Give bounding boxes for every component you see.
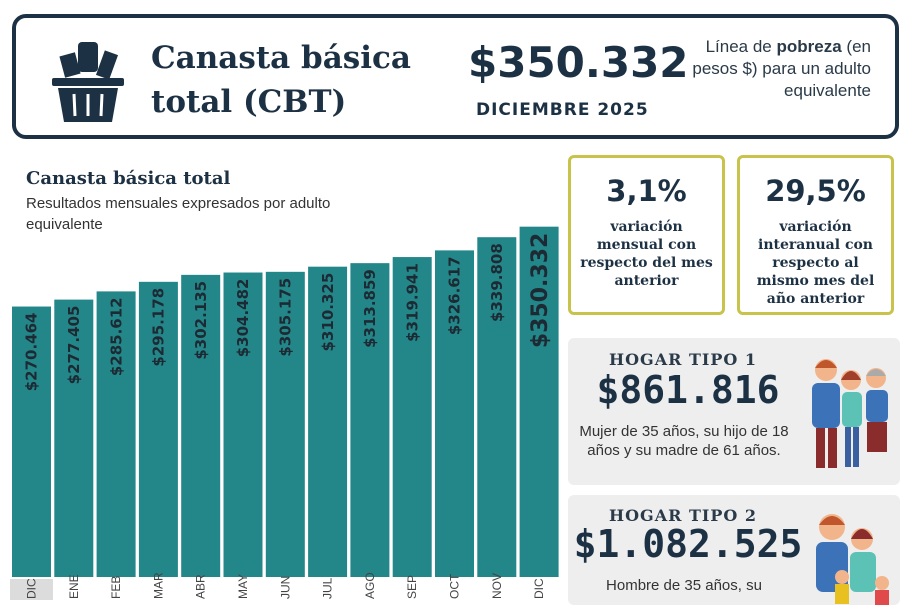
x-tick-label: ENE [67,574,81,599]
x-tick-label: NOV [490,573,504,599]
bar-jul [308,266,348,577]
stat-text: variación mensual con respecto del mes a… [580,219,713,289]
x-tick-label: JUN [278,576,292,599]
stat-monthly: 3,1% variación mensual con respecto del … [568,155,725,315]
x-tick-label: ABR [194,574,208,599]
bar-chart: $270.464 DIC $277.405 ENE $285.612 FEB $295.17… [10,226,559,600]
bar-value-label: $310.325 [319,273,337,352]
bar-value-label: $277.405 [65,306,83,385]
bar-dic [12,306,51,577]
bar-feb [96,291,136,577]
bar-value-label: $350.332 [528,233,553,349]
bar-value-label: $305.175 [277,278,295,357]
family-illustration-icon [816,514,889,605]
x-tick-label: AGO [363,572,377,599]
cbt-date: DICIEMBRE 2025 [476,100,649,120]
bar-value-label: $302.135 [192,281,210,360]
bar-ago [350,263,390,577]
bar-sep [392,257,432,577]
chart-subtitle: Resultados mensuales expresados por adul… [26,195,331,233]
chart-title: Canasta básica total [26,168,231,189]
hogar-label: HOGAR TIPO 2 [608,506,758,525]
hogar-label: HOGAR TIPO 1 [608,350,758,369]
hogar-value: $861.816 [596,368,780,412]
hogar-value: $1.082.525 [573,522,803,566]
hogar-tipo-1: HOGAR TIPO 1 $861.816 Mujer de 35 años, … [568,338,900,485]
hogar-tipo-2: HOGAR TIPO 2 $1.082.525 Hombre de 35 año… [568,495,900,605]
x-tick-label: DIC [532,578,546,599]
bar-value-label: $270.464 [23,313,41,392]
x-tick-label: MAR [151,572,165,599]
x-tick-label: MAY [236,574,250,599]
family-illustration-icon [812,359,888,468]
header-banner: Canasta básica total (CBT) $350.332 DICIE… [12,14,899,139]
bar-ene [54,299,94,577]
bar-value-label: $319.941 [403,263,421,342]
shopping-basket-icon [52,42,124,122]
stat-value: 3,1% [606,174,687,208]
bar-may [223,272,263,577]
bar-oct [435,250,474,577]
bar-abr [181,274,221,577]
cbt-value: $350.332 [468,38,689,87]
bar-jun [265,271,305,577]
x-tick-label: SEP [405,575,419,599]
highlight-bg [10,579,53,600]
bar-value-label: $295.178 [150,288,168,367]
bar-mar [138,281,178,577]
bar-value-label: $313.859 [361,269,379,348]
x-tick-label: JUL [321,577,335,599]
bar-value-label: $285.612 [107,297,125,376]
x-tick-label: DIC [25,578,39,599]
hogar-desc: Mujer de 35 años, su hijo de 18 años y s… [579,423,789,459]
cbt-description: Línea de pobreza (en pesos $) para un ad… [692,37,871,100]
page-title: Canasta básica total (CBT) [151,40,411,120]
hogar-desc: Hombre de 35 años, su [606,577,762,594]
bar-dic [519,226,559,577]
x-tick-label: FEB [109,576,123,599]
bar-value-label: $339.808 [488,243,506,322]
bar-value-label: $304.482 [234,279,252,358]
stat-yearly: 29,5% variación interanual con respecto … [737,155,894,315]
bar-nov [477,237,517,577]
stat-text: variación interanual con respecto al mis… [756,219,875,307]
x-tick-label: OCT [448,573,462,599]
stat-value: 29,5% [765,174,866,208]
bar-value-label: $326.617 [446,256,464,335]
